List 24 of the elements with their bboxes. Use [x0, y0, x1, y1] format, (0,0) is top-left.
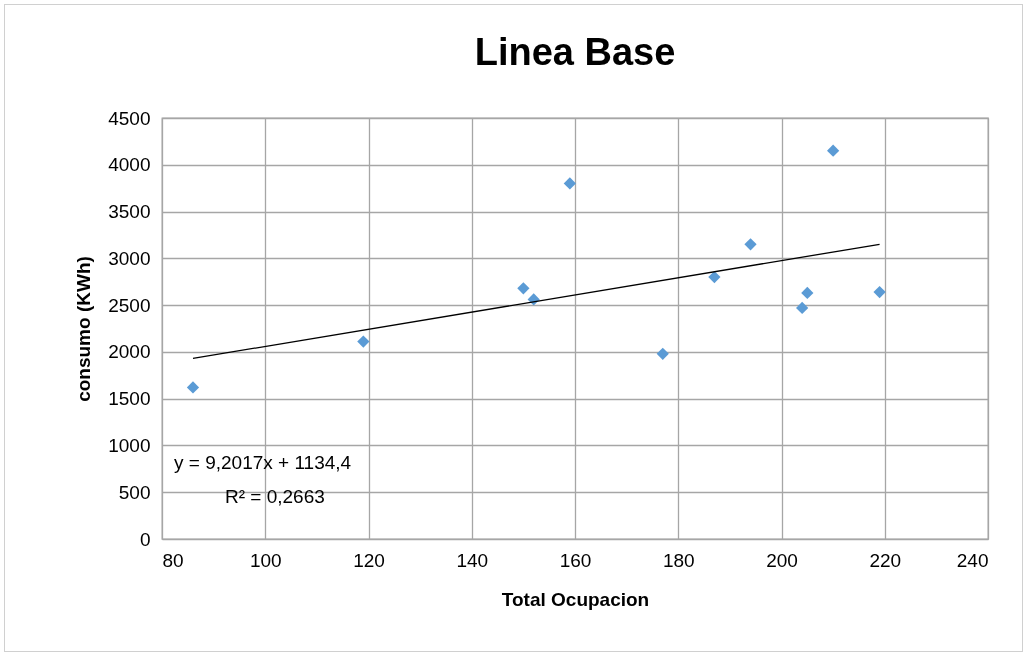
x-axis-title: Total Ocupacion [501, 588, 650, 610]
y-tick-label: 3500 [108, 201, 151, 223]
x-tick-label: 120 [353, 549, 385, 571]
y-tick-label: 1500 [108, 388, 151, 410]
annotation: y = 9,2017x + 1134,4 [174, 452, 352, 473]
x-tick-label: 180 [662, 549, 695, 571]
y-tick-label: 500 [118, 481, 151, 503]
x-tick-label: 240 [956, 549, 989, 571]
y-tick-label: 0 [139, 528, 151, 550]
annotation: R² = 0,2663 [225, 486, 325, 507]
y-tick-label: 1000 [108, 434, 151, 456]
x-tick-label: 200 [766, 549, 798, 571]
y-tick-label: 3000 [108, 247, 151, 269]
y-tick-label: 2000 [108, 341, 151, 363]
y-tick-label: 4500 [108, 107, 151, 129]
x-tick-label: 140 [456, 549, 489, 571]
y-axis-title: consumo (KWh) [73, 256, 95, 402]
x-tick-label: 160 [559, 549, 592, 571]
x-tick-label: 220 [869, 549, 902, 571]
y-tick-label: 4000 [108, 154, 151, 176]
x-tick-label: 80 [162, 549, 184, 571]
x-tick-label: 100 [249, 549, 282, 571]
chart-title: Linea Base [474, 31, 676, 73]
y-tick-label: 2500 [108, 294, 151, 316]
